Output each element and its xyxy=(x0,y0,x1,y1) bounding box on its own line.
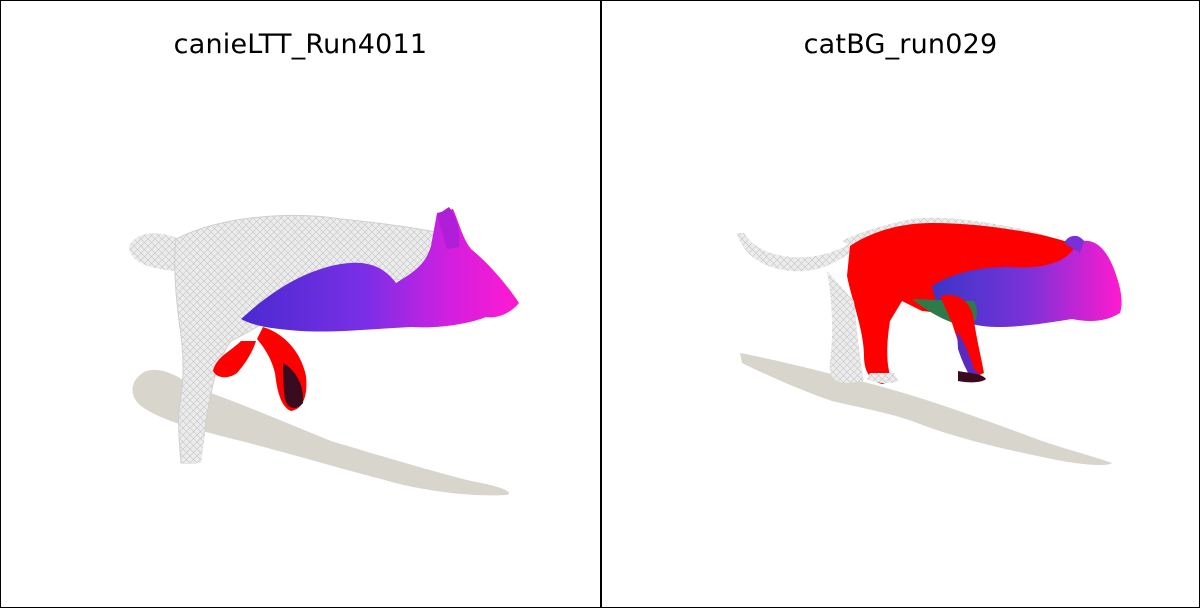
dog-front-leg-red xyxy=(213,341,256,378)
cat-ear xyxy=(1064,235,1084,253)
panel-right: catBG_run029 xyxy=(600,1,1199,607)
dog-mesh-render xyxy=(129,207,519,496)
dog-tail xyxy=(129,233,183,271)
panel-title-right: catBG_run029 xyxy=(803,29,998,60)
panel-left: canieLTT_Run4011 xyxy=(1,1,600,607)
dog-back-leg xyxy=(183,331,205,463)
cat-tail xyxy=(737,233,857,272)
dog-front-paw-dark xyxy=(283,363,304,408)
cat-mesh-render xyxy=(737,217,1122,466)
dog-ear xyxy=(437,207,460,249)
cat-back-leg-mesh xyxy=(827,271,864,383)
cat-back-paw xyxy=(867,373,898,384)
cat-torso-purple xyxy=(932,240,1122,327)
panel-title-left: canieLTT_Run4011 xyxy=(173,29,428,60)
cat-front-paw-dark xyxy=(958,371,986,383)
dog-shadow xyxy=(132,369,510,496)
cat-front-leg-purple xyxy=(957,331,982,381)
cat-front-leg xyxy=(940,294,984,379)
cat-shadow xyxy=(740,353,1112,466)
dog-mesh-body xyxy=(174,214,447,464)
